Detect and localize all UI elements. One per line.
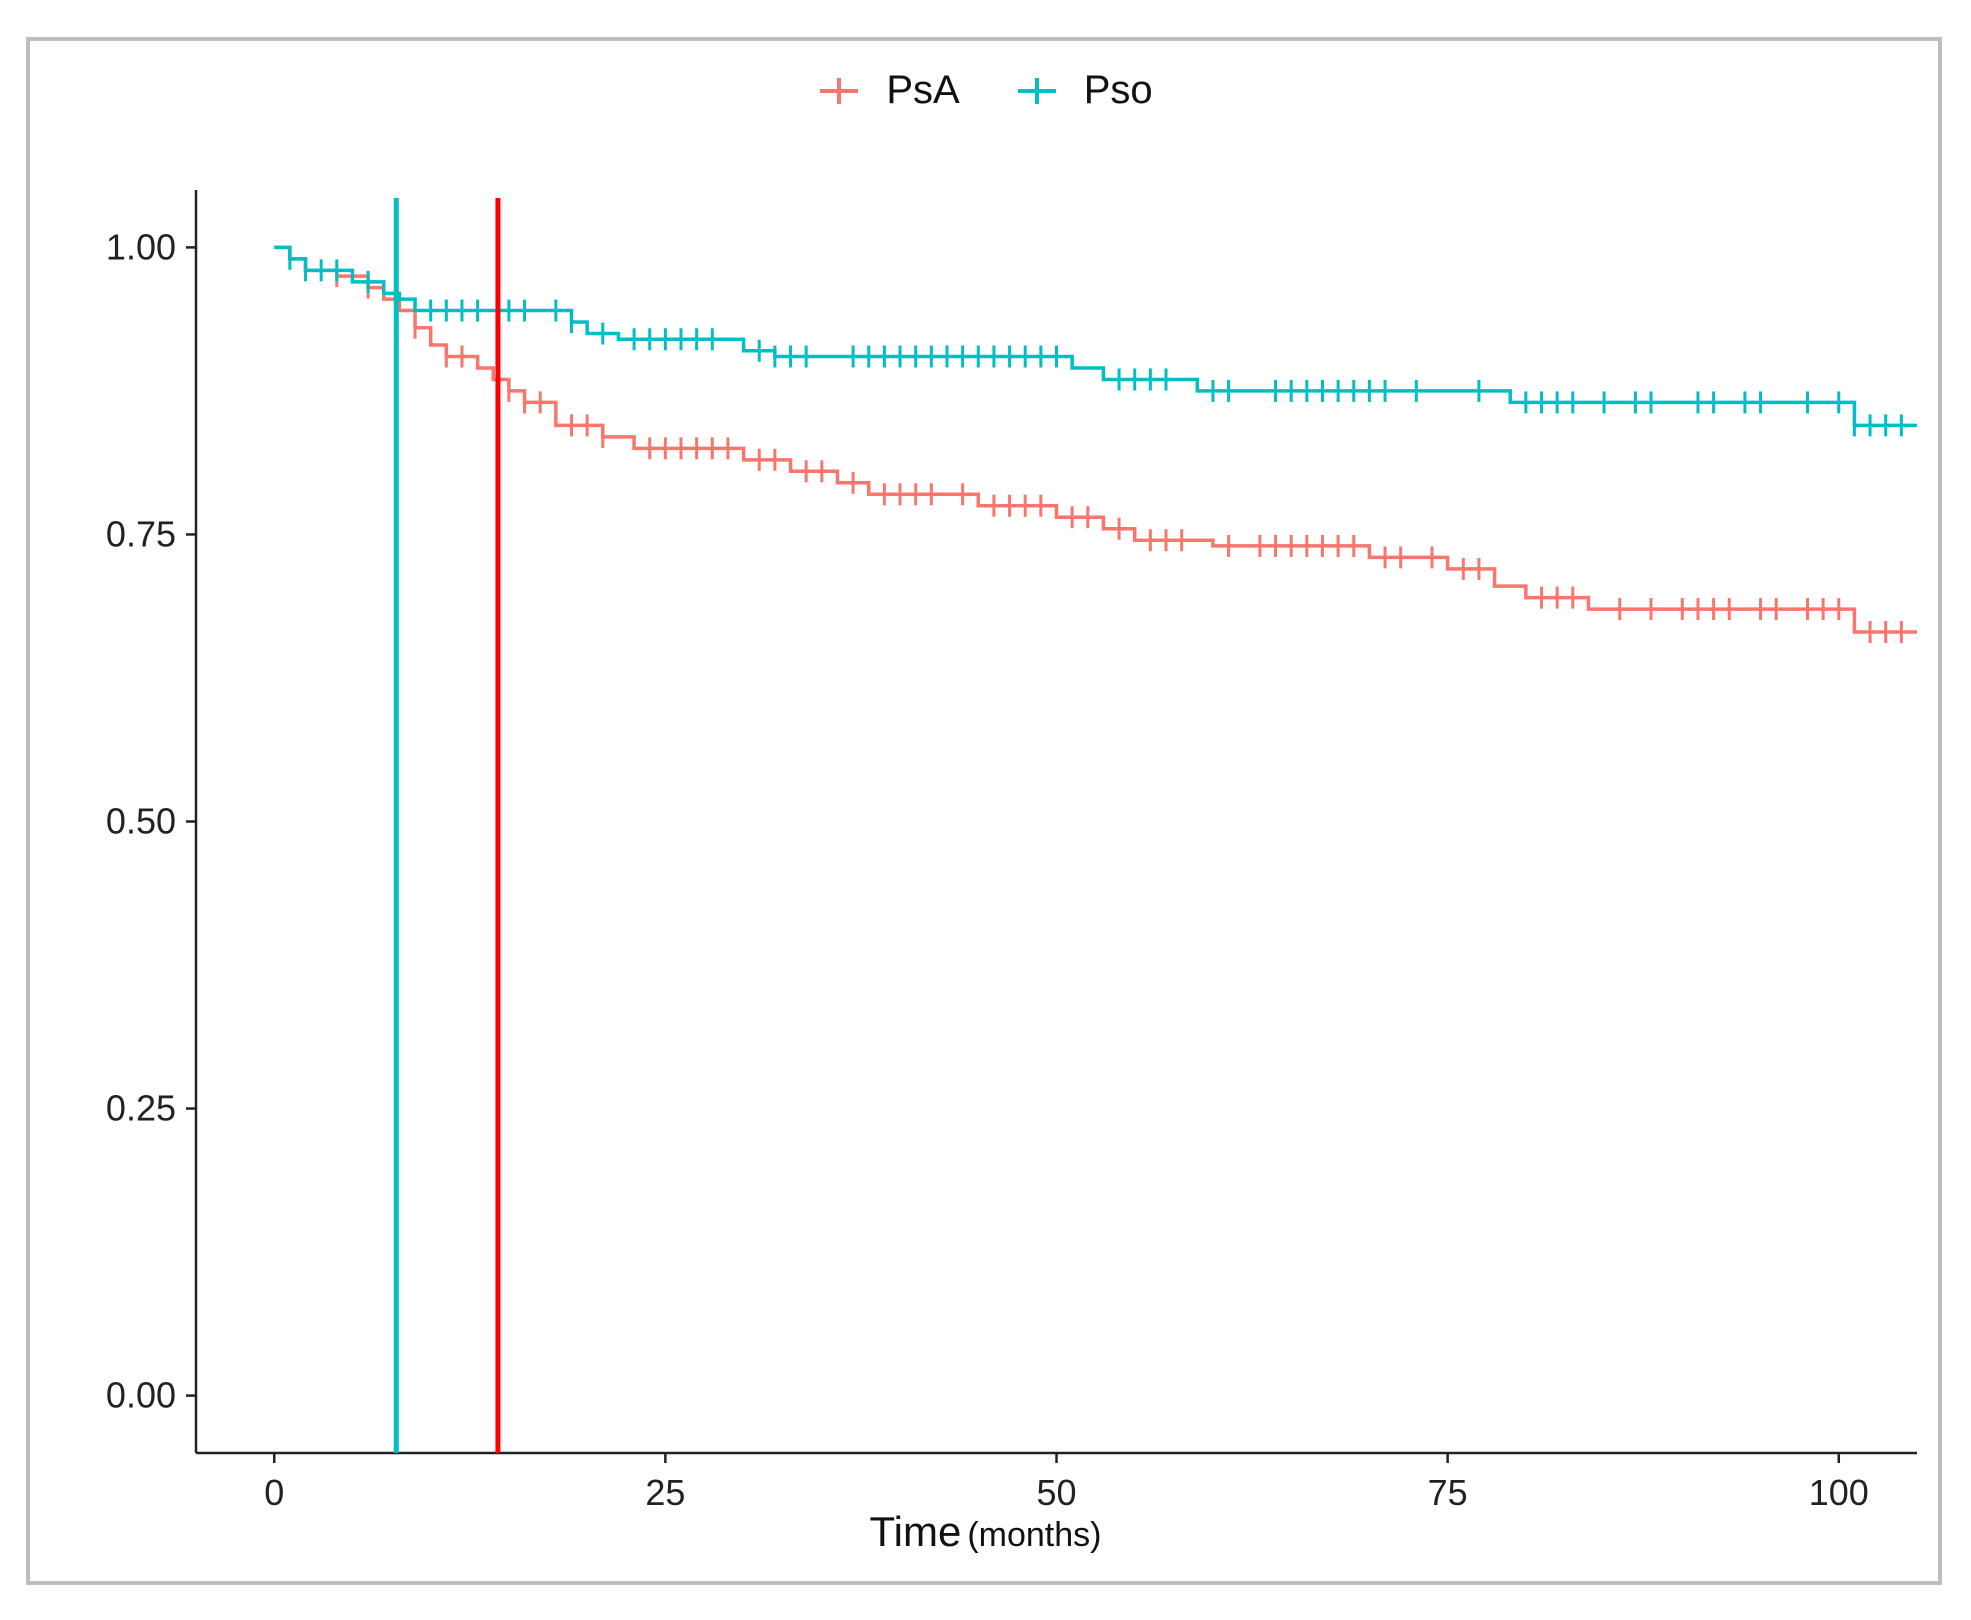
x-tick-label: 100 [1809, 1472, 1869, 1513]
y-tick-label: 0.25 [106, 1088, 176, 1129]
legend-item-pso: Pso [1016, 68, 1153, 113]
legend-key-psa [820, 77, 859, 104]
figure-frame [26, 37, 1942, 1585]
x-axis-label: Time [869, 1508, 962, 1555]
x-tick-label: 25 [645, 1472, 685, 1513]
reference-lines [393, 198, 501, 1453]
legend-label-psa: PsA [886, 68, 960, 112]
series-psa [274, 245, 1917, 644]
x-tick-label: 0 [264, 1472, 284, 1513]
y-tick-label: 1.00 [106, 226, 176, 267]
x-tick-label: 50 [1036, 1472, 1076, 1513]
tick-group: 0.00 0.25 0.50 0.75 1.00 0 25 50 75 100 [106, 226, 1869, 1513]
legend-item-psa: PsA [818, 68, 960, 113]
x-tick-label: 75 [1428, 1472, 1468, 1513]
y-tick-label: 0.00 [106, 1375, 176, 1416]
y-tick-label: 0.50 [106, 801, 176, 842]
y-tick-label: 0.75 [106, 513, 176, 554]
legend-key-pso [1017, 77, 1056, 104]
axes [194, 190, 1917, 1455]
survival-curve-psa [274, 245, 1917, 634]
legend: PsA Pso [0, 68, 1971, 113]
series-group [274, 245, 1917, 644]
legend-label-pso: Pso [1083, 68, 1153, 112]
series-pso [274, 245, 1917, 437]
x-axis-title: Time (months) [0, 1508, 1971, 1556]
x-axis-unit: (months) [967, 1516, 1102, 1554]
survival-curve-pso [274, 245, 1917, 428]
